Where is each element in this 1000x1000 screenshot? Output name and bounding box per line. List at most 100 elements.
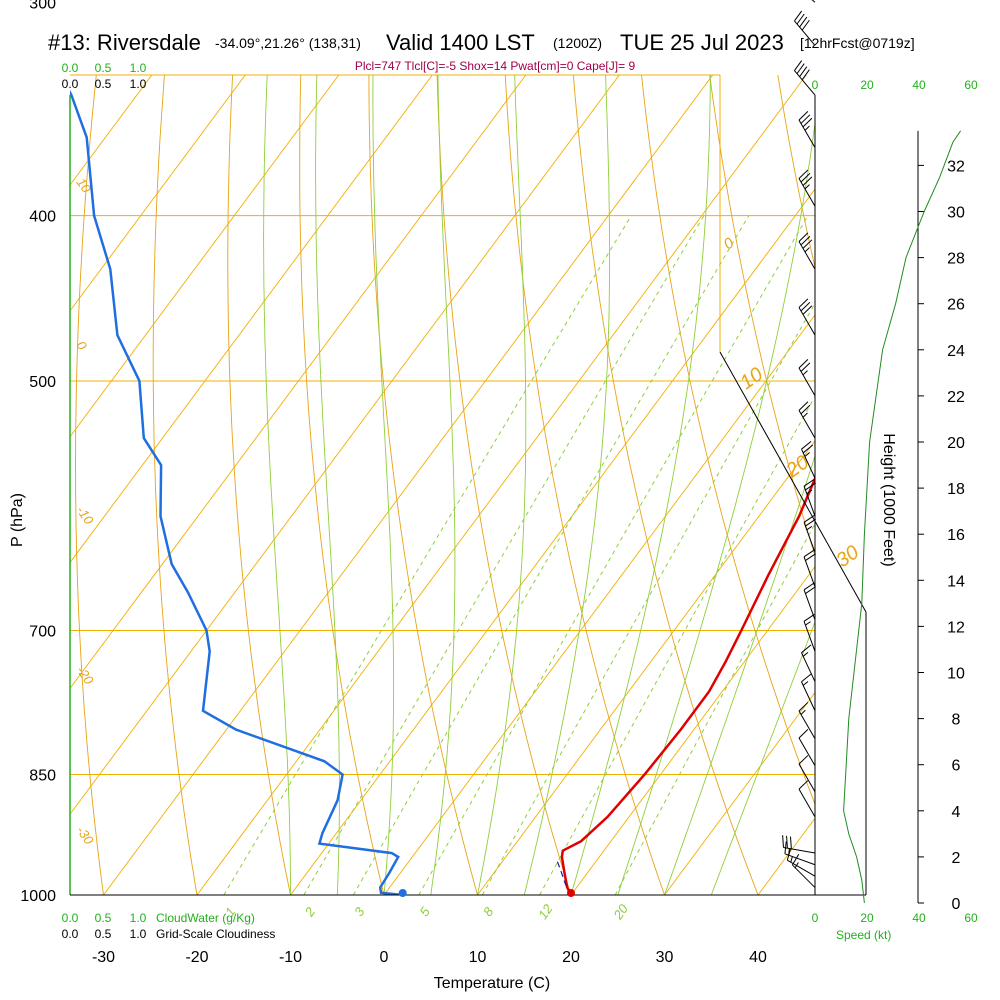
mixing-ratio-label: 8 <box>480 904 497 919</box>
mixing-ratio-line <box>614 522 815 895</box>
wind-barb-feather <box>798 298 809 308</box>
pressure-tick-label: 850 <box>29 767 56 784</box>
wind-barb-feather <box>801 441 812 450</box>
wind-barb-feather <box>802 444 814 454</box>
height-tick-label: 28 <box>947 251 965 268</box>
wind-barb-staff <box>798 410 816 439</box>
cloudwater-bottom-tick: 1.0 <box>130 911 147 925</box>
wind-barb-feather <box>803 614 815 622</box>
wind-barb <box>801 673 816 711</box>
isotherm-line <box>70 75 433 564</box>
isotherm-line <box>0 0 213 895</box>
mixing-ratio-line <box>223 215 632 895</box>
height-tick-label: 10 <box>947 666 965 683</box>
speed-bottom-tick: 20 <box>860 911 874 925</box>
height-tick-label: 24 <box>947 343 965 360</box>
height-tick-label: 2 <box>952 850 961 867</box>
cloudiness-top-tick: 0.5 <box>95 77 112 91</box>
dry-adiabat-line <box>572 75 759 895</box>
wind-barb-half-feather <box>804 452 810 457</box>
utc-time: (1200Z) <box>553 35 602 51</box>
wind-barb-feather <box>799 66 808 77</box>
mixing-ratio-label: 5 <box>416 904 433 919</box>
speed-top-tick: 20 <box>860 78 874 92</box>
forecast-info: [12hrFcst@0719z] <box>800 35 915 51</box>
wind-barb-half-feather <box>788 848 790 856</box>
wind-barb-feather <box>802 117 813 128</box>
wind-barb-feather <box>798 729 809 739</box>
isotherm-line <box>290 188 815 895</box>
plot-boundary-diagonal <box>719 351 867 613</box>
height-tick-label: 18 <box>947 481 965 498</box>
wind-barb-half-feather <box>804 184 810 190</box>
wind-barb-feather <box>800 404 811 415</box>
wind-barb <box>798 298 816 336</box>
speed-axis-label: Speed (kt) <box>836 928 891 942</box>
wind-barb-half-feather <box>802 412 808 418</box>
cloudiness-bottom-tick: 0.5 <box>95 927 112 941</box>
wind-barb-staff <box>798 710 816 740</box>
mixing-ratio-line <box>352 215 750 895</box>
moist-adiabat-line <box>430 75 456 895</box>
wind-barb-staff <box>801 681 816 711</box>
wind-barb-staff <box>798 763 816 792</box>
dewpoint-profile-line <box>70 89 403 895</box>
temperature-tick-label: 40 <box>749 949 767 966</box>
wind-barb-feather <box>805 518 816 527</box>
temperature-tick-label: -20 <box>185 949 208 966</box>
temperature-tick-label: -30 <box>92 949 115 966</box>
wind-barb <box>801 441 816 479</box>
dry-adiabat-line <box>709 75 815 558</box>
height-tick-label: 6 <box>952 758 961 775</box>
height-tick-label: 4 <box>952 804 961 821</box>
wind-barb-half-feather <box>804 247 810 253</box>
isotherm-line <box>70 75 246 312</box>
isotherm-line <box>477 440 815 895</box>
cloudiness-label: Grid-Scale Cloudiness <box>156 927 275 941</box>
dry-adiabat-line <box>368 75 478 895</box>
wind-barb <box>798 359 816 396</box>
wind-barb-staff <box>798 241 816 270</box>
wind-barb-feather <box>782 835 784 848</box>
height-tick-label: 0 <box>952 896 961 913</box>
wind-barb-feather <box>803 478 815 487</box>
isotherm-line <box>664 691 815 895</box>
isotherm-label: 0 <box>74 338 91 353</box>
wind-barb-staff <box>784 853 816 866</box>
dry-adiabat-line <box>436 75 572 895</box>
wind-barb-staff <box>798 788 816 818</box>
wind-barb-staff <box>798 737 816 766</box>
wind-barb-staff <box>798 178 816 207</box>
dry-adiabat-line <box>0 0 66 895</box>
isotherm-line <box>70 75 620 816</box>
speed-top-tick: 60 <box>964 78 978 92</box>
wind-barb-half-feather <box>794 862 799 869</box>
wind-barb <box>803 549 816 588</box>
isotherm-line <box>570 565 815 895</box>
wind-barb-feather <box>802 176 813 186</box>
wind-barb-feather <box>801 69 810 81</box>
mixing-ratio-line <box>539 395 815 895</box>
speed-bottom-tick: 60 <box>964 911 978 925</box>
mixing-ratio-label: 20 <box>610 901 632 923</box>
height-tick-label: 26 <box>947 297 965 314</box>
height-tick-label: 30 <box>947 205 965 222</box>
isotherm-label: -30 <box>74 823 98 848</box>
wind-barb-staff <box>798 119 816 148</box>
wind-barb-staff <box>798 307 816 336</box>
wind-barb-feather <box>801 673 812 683</box>
wind-barb-feather <box>798 359 809 369</box>
temperature-tick-label: 0 <box>380 949 389 966</box>
dry-adiabat-line <box>504 75 665 895</box>
dry-adiabat-line <box>299 75 385 895</box>
forecast-date: TUE 25 Jul 2023 <box>620 30 784 55</box>
valid-time: Valid 1400 LST <box>386 30 535 55</box>
pressure-tick-label: 1000 <box>20 888 56 905</box>
wind-barb-feather <box>805 553 816 561</box>
wind-barb-feather <box>801 19 810 31</box>
isotherm-line <box>70 75 527 690</box>
moist-adiabat-line <box>523 75 611 895</box>
cloudiness-top-tick: 0.0 <box>62 77 79 91</box>
dry-adiabat-line <box>936 0 1000 895</box>
